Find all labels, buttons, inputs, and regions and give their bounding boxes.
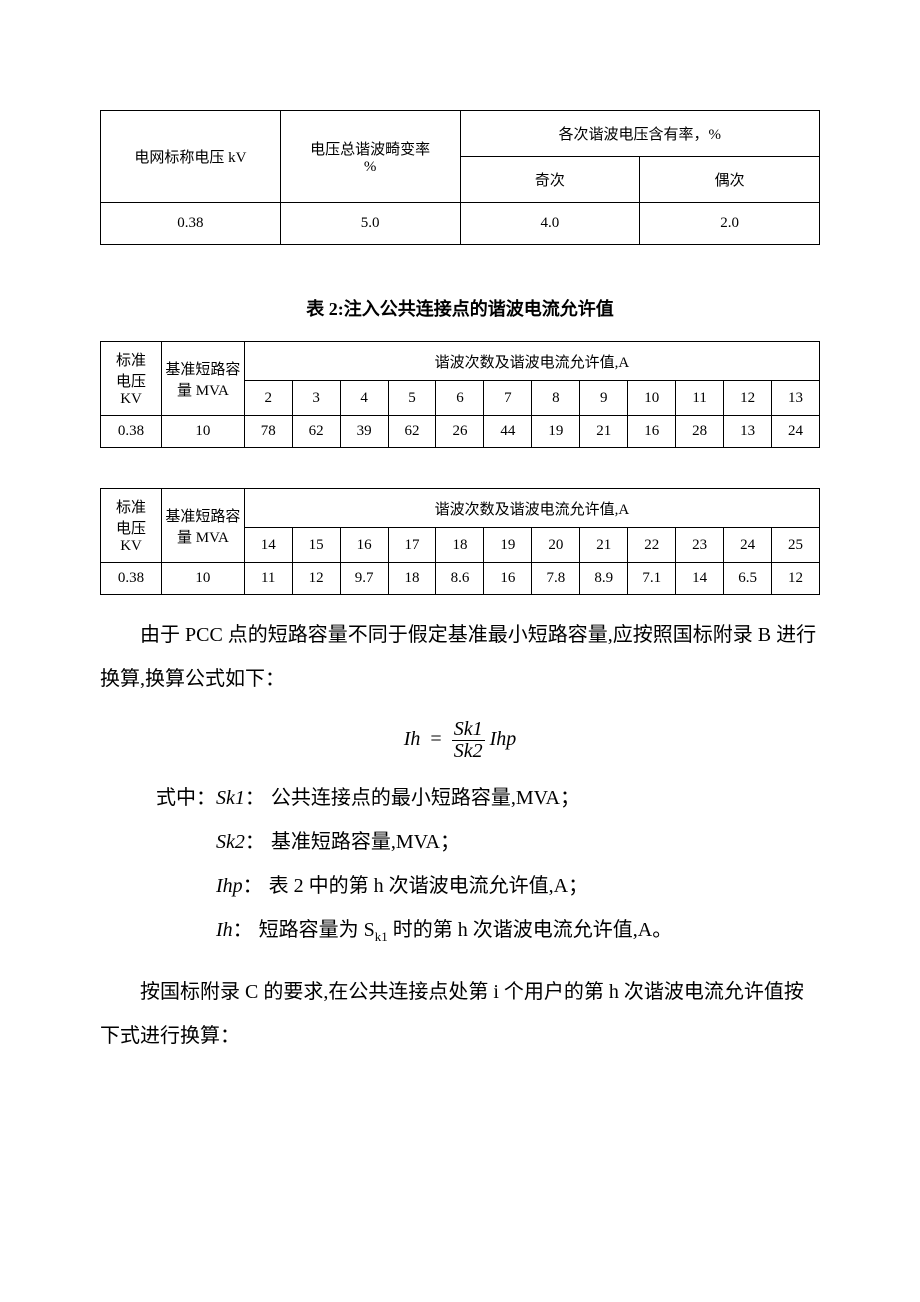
def-ih-a: 短路容量为 S bbox=[259, 919, 375, 941]
t1-v3: 4.0 bbox=[460, 203, 640, 245]
t3-order: 17 bbox=[388, 528, 436, 563]
t2-val: 26 bbox=[436, 416, 484, 448]
t3-order: 23 bbox=[676, 528, 724, 563]
t2-col-voltage-text: 标准 电压 KV bbox=[116, 353, 146, 407]
t3-order: 25 bbox=[772, 528, 820, 563]
t2-val: 78 bbox=[244, 416, 292, 448]
t3-order: 15 bbox=[292, 528, 340, 563]
t2-v2: 10 bbox=[162, 416, 245, 448]
t2-order: 12 bbox=[724, 381, 772, 416]
def-sk1: 公共连接点的最小短路容量,MVA； bbox=[265, 776, 580, 820]
t3-val: 16 bbox=[484, 563, 532, 595]
def-ih-b: 时的第 h 次谐波电流允许值,A。 bbox=[388, 919, 672, 941]
t3-order: 21 bbox=[580, 528, 628, 563]
t3-val: 11 bbox=[244, 563, 292, 595]
t3-val: 12 bbox=[292, 563, 340, 595]
t2-val: 62 bbox=[388, 416, 436, 448]
t3-val: 12 bbox=[772, 563, 820, 595]
harmonic-current-table-a: 标准 电压 KV 基准短路容量 MVA 谐波次数及谐波电流允许值,A 2 3 4… bbox=[100, 341, 820, 448]
formula-definitions: 式中： Sk1： 公共连接点的最小短路容量,MVA； Sk2： 基准短路容量,M… bbox=[156, 776, 820, 952]
t3-val: 7.1 bbox=[628, 563, 676, 595]
t1-col-nominal-voltage: 电网标称电压 kV bbox=[101, 111, 281, 203]
t2-order: 7 bbox=[484, 381, 532, 416]
paragraph-pcc: 由于 PCC 点的短路容量不同于假定基准最小短路容量,应按照国标附录 B 进行换… bbox=[100, 613, 820, 701]
defs-lead: 式中： bbox=[156, 776, 216, 820]
t2-val: 44 bbox=[484, 416, 532, 448]
t3-v2: 10 bbox=[162, 563, 245, 595]
t2-val: 62 bbox=[292, 416, 340, 448]
t3-val: 7.8 bbox=[532, 563, 580, 595]
table2-caption: 表 2:注入公共连接点的谐波电流允许值 bbox=[100, 295, 820, 321]
t3-order: 20 bbox=[532, 528, 580, 563]
t1-col-harmonic-content: 各次谐波电压含有率，% bbox=[460, 111, 820, 157]
voltage-distortion-table: 电网标称电压 kV 电压总谐波畸变率 % 各次谐波电压含有率，% 奇次 偶次 0… bbox=[100, 110, 820, 245]
table-row: 0.38 10 78 62 39 62 26 44 19 21 16 28 13… bbox=[101, 416, 820, 448]
t2-order: 10 bbox=[628, 381, 676, 416]
t1-v1: 0.38 bbox=[101, 203, 281, 245]
t2-order: 5 bbox=[388, 381, 436, 416]
t2-v1: 0.38 bbox=[101, 416, 162, 448]
t3-val: 9.7 bbox=[340, 563, 388, 595]
t2-val: 13 bbox=[724, 416, 772, 448]
t3-order: 24 bbox=[724, 528, 772, 563]
t2-val: 21 bbox=[580, 416, 628, 448]
table-row: 0.38 5.0 4.0 2.0 bbox=[101, 203, 820, 245]
t2-order: 2 bbox=[244, 381, 292, 416]
t3-order: 19 bbox=[484, 528, 532, 563]
paragraph-appendix-c: 按国标附录 C 的要求,在公共连接点处第 i 个用户的第 h 次谐波电流允许值按… bbox=[100, 970, 820, 1058]
t3-col-voltage-text: 标准 电压 KV bbox=[116, 500, 146, 554]
t2-col-mva: 基准短路容量 MVA bbox=[162, 342, 245, 416]
t2-val: 39 bbox=[340, 416, 388, 448]
t3-val: 14 bbox=[676, 563, 724, 595]
document-page: 电网标称电压 kV 电压总谐波畸变率 % 各次谐波电压含有率，% 奇次 偶次 0… bbox=[0, 0, 920, 1156]
t3-col-mva: 基准短路容量 MVA bbox=[162, 489, 245, 563]
t2-order: 9 bbox=[580, 381, 628, 416]
t3-val: 8.9 bbox=[580, 563, 628, 595]
t3-order: 18 bbox=[436, 528, 484, 563]
def-ih: 短路容量为 Sk1 时的第 h 次谐波电流允许值,A。 bbox=[253, 908, 673, 952]
t3-order: 22 bbox=[628, 528, 676, 563]
harmonic-current-table-b: 标准 电压 KV 基准短路容量 MVA 谐波次数及谐波电流允许值,A 14 15… bbox=[100, 488, 820, 595]
t2-val: 24 bbox=[772, 416, 820, 448]
table-row: 0.38 10 11 12 9.7 18 8.6 16 7.8 8.9 7.1 … bbox=[101, 563, 820, 595]
t1-v2: 5.0 bbox=[280, 203, 460, 245]
formula-ih: Ih = Sk1 Sk2 Ihp bbox=[100, 719, 820, 762]
t3-val: 6.5 bbox=[724, 563, 772, 595]
t1-col-thd-text: 电压总谐波畸变率 % bbox=[310, 142, 430, 175]
def-ihp: 表 2 中的第 h 次谐波电流允许值,A； bbox=[263, 864, 588, 908]
t1-col-even: 偶次 bbox=[640, 157, 820, 203]
t2-col-voltage: 标准 电压 KV bbox=[101, 342, 162, 416]
t2-val: 28 bbox=[676, 416, 724, 448]
t2-val: 16 bbox=[628, 416, 676, 448]
t3-val: 8.6 bbox=[436, 563, 484, 595]
def-sk2: 基准短路容量,MVA； bbox=[265, 820, 460, 864]
t2-col-header-span: 谐波次数及谐波电流允许值,A bbox=[244, 342, 819, 381]
t3-order: 16 bbox=[340, 528, 388, 563]
t2-order: 3 bbox=[292, 381, 340, 416]
t3-order: 14 bbox=[244, 528, 292, 563]
t2-order: 13 bbox=[772, 381, 820, 416]
t1-col-odd: 奇次 bbox=[460, 157, 640, 203]
t1-col-thd: 电压总谐波畸变率 % bbox=[280, 111, 460, 203]
t2-order: 8 bbox=[532, 381, 580, 416]
t2-val: 19 bbox=[532, 416, 580, 448]
t3-v1: 0.38 bbox=[101, 563, 162, 595]
t1-v4: 2.0 bbox=[640, 203, 820, 245]
t3-val: 18 bbox=[388, 563, 436, 595]
t2-order: 4 bbox=[340, 381, 388, 416]
t3-col-header-span: 谐波次数及谐波电流允许值,A bbox=[244, 489, 819, 528]
t2-order: 11 bbox=[676, 381, 724, 416]
t3-col-voltage: 标准 电压 KV bbox=[101, 489, 162, 563]
t2-order: 6 bbox=[436, 381, 484, 416]
